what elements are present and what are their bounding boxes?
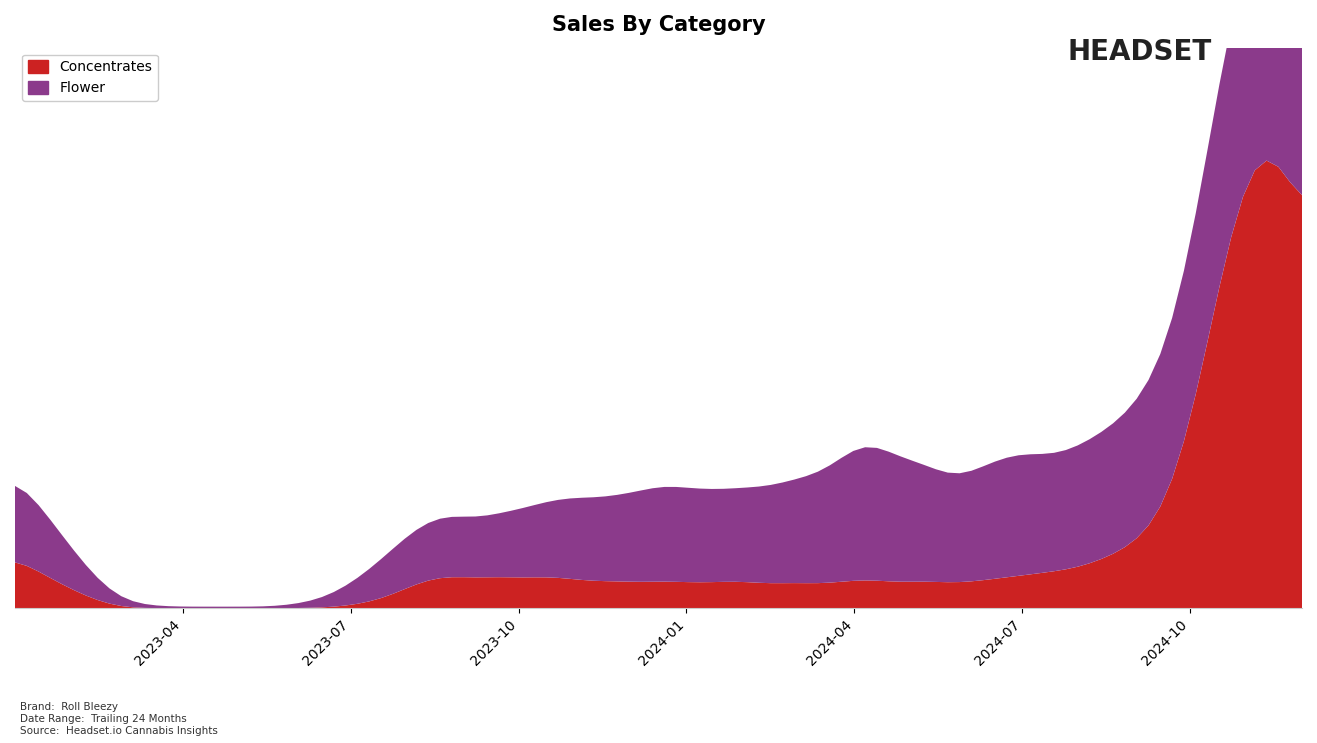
Title: Sales By Category: Sales By Category	[552, 15, 765, 35]
Text: HEADSET: HEADSET	[1067, 38, 1212, 66]
Legend: Concentrates, Flower: Concentrates, Flower	[22, 55, 158, 100]
Text: Brand:  Roll Bleezy
Date Range:  Trailing 24 Months
Source:  Headset.io Cannabis: Brand: Roll Bleezy Date Range: Trailing …	[20, 702, 217, 736]
